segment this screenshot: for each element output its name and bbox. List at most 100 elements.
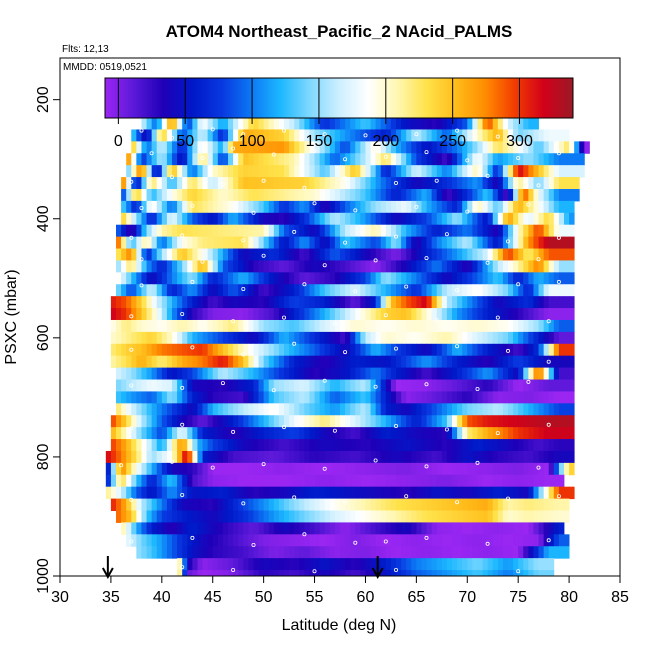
heat-cell	[457, 439, 463, 452]
heat-cell	[411, 415, 417, 428]
data-point	[312, 569, 317, 574]
heat-cell	[309, 486, 315, 500]
data-point	[455, 500, 460, 505]
heat-cell	[294, 522, 300, 535]
heat-cell	[172, 272, 178, 285]
heat-cell	[136, 379, 142, 392]
heat-cell	[126, 153, 132, 166]
heat-cell	[482, 415, 489, 428]
heat-cell	[370, 272, 377, 285]
heat-cell	[146, 462, 153, 476]
heat-cell	[355, 165, 361, 178]
heat-cell	[396, 462, 402, 476]
heat-cell	[212, 188, 219, 202]
heat-cell	[228, 248, 234, 261]
heat-cell	[345, 546, 351, 559]
heat-cell	[151, 486, 158, 500]
heat-cell	[528, 177, 534, 190]
data-point	[383, 313, 388, 318]
heat-cell	[426, 367, 433, 381]
heat-cell	[166, 367, 173, 381]
heat-cell	[457, 236, 463, 250]
heat-cell	[477, 355, 483, 369]
heat-cell	[513, 546, 519, 559]
heat-cell	[518, 474, 524, 488]
heat-cell	[314, 367, 321, 381]
heat-cell	[319, 558, 326, 571]
heat-cell	[345, 558, 351, 571]
heat-cell	[396, 165, 402, 178]
heat-cell	[553, 379, 560, 392]
heat-cell	[263, 558, 270, 571]
heat-cell	[416, 486, 422, 500]
heat-cell	[187, 260, 193, 273]
heat-cell	[222, 165, 229, 178]
heat-cell	[411, 212, 417, 226]
heat-cell	[421, 117, 427, 130]
heat-cell	[508, 296, 514, 309]
heat-cell	[492, 153, 499, 166]
heat-cell	[406, 462, 412, 476]
heat-cell	[182, 319, 188, 333]
heat-cell	[508, 403, 514, 416]
heat-cell	[258, 498, 265, 512]
heat-cell	[141, 415, 147, 428]
heat-cell	[263, 260, 270, 273]
data-point	[455, 288, 460, 293]
heat-cell	[319, 474, 326, 488]
heat-cell	[258, 462, 265, 476]
heat-cell	[238, 570, 244, 576]
heat-cell	[452, 498, 458, 512]
heat-cell	[182, 224, 188, 238]
heat-cell	[533, 165, 539, 178]
heat-cell	[558, 522, 565, 535]
heat-cell	[487, 534, 494, 547]
heat-cell	[553, 367, 560, 381]
heat-cell	[370, 260, 377, 273]
heat-cell	[278, 248, 285, 261]
heat-cell	[202, 141, 209, 154]
heat-cell	[375, 141, 382, 154]
heat-cell	[528, 153, 534, 166]
heat-cell	[360, 391, 366, 404]
heat-cell	[533, 427, 539, 440]
heat-cell	[166, 474, 173, 488]
heat-cell	[441, 224, 448, 238]
heat-cell	[116, 308, 122, 321]
heat-cell	[350, 379, 356, 392]
data-point	[383, 154, 388, 159]
heat-cell	[340, 177, 346, 190]
heat-cell	[294, 415, 300, 428]
heat-cell	[472, 331, 478, 345]
heat-cell	[207, 177, 214, 190]
heat-cell	[324, 510, 331, 523]
data-point	[505, 496, 510, 501]
heat-cell	[294, 427, 300, 440]
heat-cell	[385, 570, 392, 576]
heat-cell	[182, 450, 188, 464]
heat-cell	[141, 141, 147, 154]
heat-cell	[426, 236, 433, 250]
heat-cell	[477, 248, 483, 261]
heat-cell	[222, 510, 229, 523]
heat-cell	[248, 248, 254, 261]
heat-cell	[131, 260, 137, 273]
heat-cell	[528, 450, 534, 464]
heat-cell	[187, 200, 193, 214]
heat-cell	[182, 474, 188, 488]
heat-cell	[390, 391, 397, 404]
heat-cell	[263, 367, 270, 381]
heat-cell	[299, 570, 305, 576]
data-point	[169, 175, 174, 180]
heat-cell	[299, 427, 305, 440]
heat-cell	[553, 319, 560, 333]
heat-cell	[329, 450, 336, 464]
heat-cell	[497, 153, 504, 166]
heat-cell	[294, 153, 300, 166]
heat-cell	[187, 165, 193, 178]
heat-cell	[329, 462, 336, 476]
heat-cell	[416, 200, 422, 214]
heat-cell	[436, 319, 443, 333]
heat-cell	[477, 439, 483, 452]
heat-cell	[278, 510, 285, 523]
